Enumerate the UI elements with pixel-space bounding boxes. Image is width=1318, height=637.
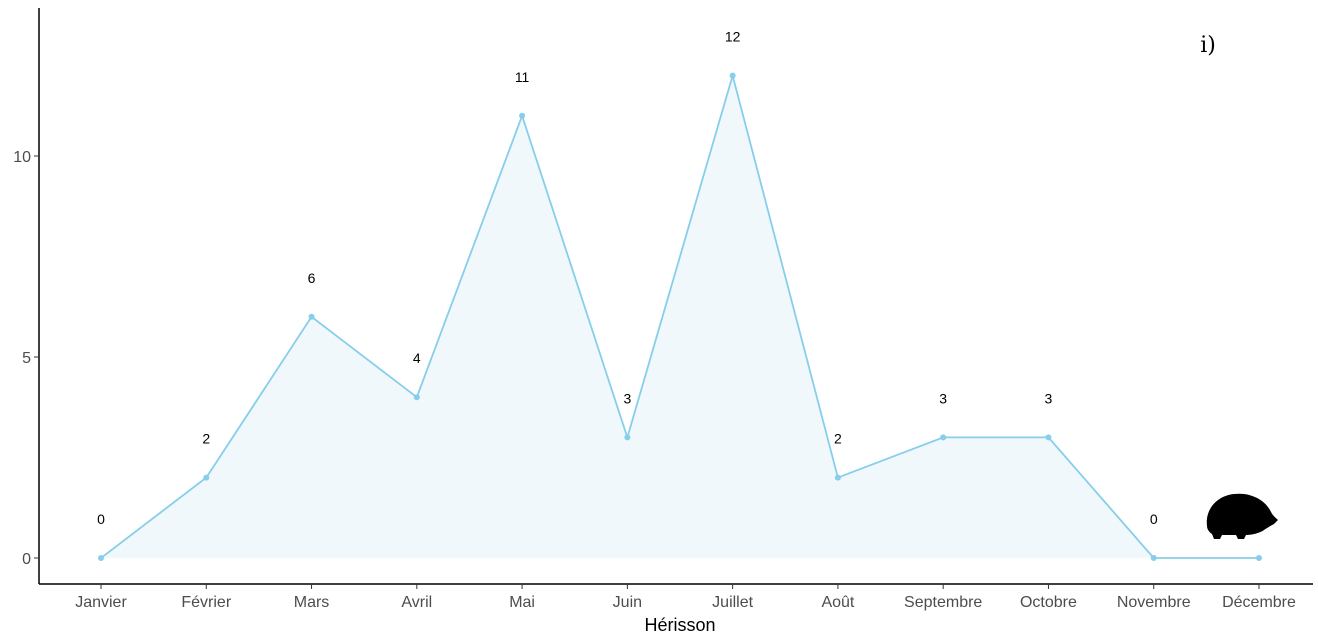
axes (38, 8, 1313, 585)
series-area (101, 75, 1259, 558)
data-point (98, 555, 104, 561)
x-tick-label: Mars (294, 594, 330, 611)
data-label: 3 (939, 390, 947, 406)
x-tick-label: Janvier (75, 594, 127, 611)
x-tick-label: Septembre (904, 594, 982, 611)
data-point (940, 434, 947, 441)
data-point (308, 313, 315, 320)
data-label: 3 (1045, 390, 1053, 406)
data-label: 3 (623, 390, 631, 406)
x-tick-label: Juin (613, 594, 642, 611)
data-label: 0 (97, 511, 105, 527)
data-label: 12 (725, 29, 741, 45)
x-tick-label: Avril (401, 594, 432, 611)
data-point (1150, 555, 1157, 561)
data-point (729, 72, 736, 79)
data-point (413, 394, 420, 401)
data-point (519, 112, 526, 119)
x-tick-label: Octobre (1020, 594, 1077, 611)
data-label: 0 (1150, 511, 1158, 527)
hedgehog-body (1206, 493, 1278, 539)
x-ticks: Janvier Février Mars Avril Mai Juin Juillet Aoû… (75, 584, 1296, 611)
y-tick-label: 10 (13, 149, 31, 166)
data-label: 6 (308, 270, 316, 286)
x-tick-label: Novembre (1117, 594, 1191, 611)
x-axis-title: Hérisson (644, 615, 715, 635)
x-tick-label: Décembre (1222, 594, 1296, 611)
series-line (100, 72, 1259, 559)
data-label: 2 (834, 431, 842, 447)
data-point (1045, 434, 1052, 441)
data-label: 11 (515, 69, 530, 85)
data-point (203, 474, 210, 481)
data-label: 2 (202, 431, 210, 447)
hedgehog-silhouette-icon (1206, 493, 1278, 539)
y-tick-label: 0 (22, 551, 31, 568)
data-point (624, 434, 631, 441)
x-tick-label: Août (821, 594, 854, 611)
y-ticks: 0 5 10 (13, 149, 39, 568)
x-tick-label: Mai (509, 594, 535, 611)
data-point (834, 474, 841, 481)
x-tick-label: Juillet (712, 594, 753, 611)
data-point (1256, 555, 1262, 561)
data-label: 4 (413, 350, 421, 366)
y-tick-label: 5 (22, 350, 31, 367)
panel-tag: i) (1200, 33, 1216, 58)
chart-marks: 0 2 6 4 11 3 12 2 3 3 0 (97, 29, 1262, 561)
x-tick-label: Février (181, 594, 231, 611)
